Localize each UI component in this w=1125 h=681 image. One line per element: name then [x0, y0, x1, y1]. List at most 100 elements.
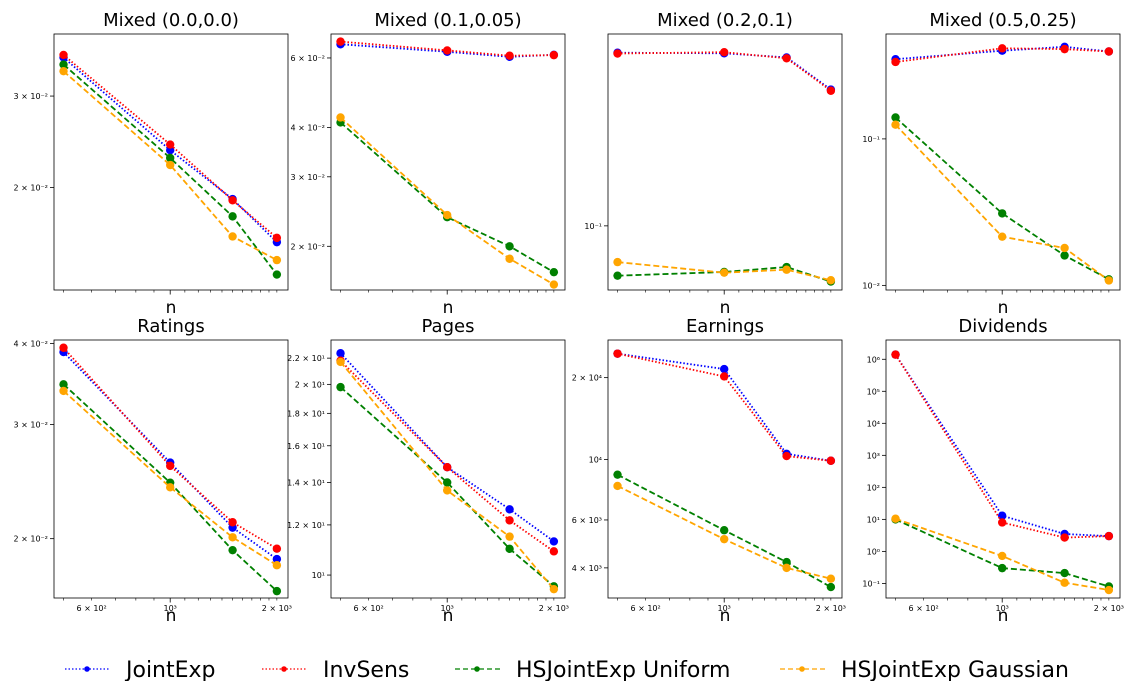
data-point	[719, 268, 729, 277]
y-tick-label: 10⁴	[867, 419, 880, 428]
series-line	[62, 390, 278, 566]
subplot-earnings: Earnings n 6 × 10² 10³ 2 × 10³ 2 × 10⁴ 10⁴ 6 × …	[572, 316, 846, 626]
y-tick-label: 10⁵	[867, 387, 880, 396]
data-point	[1104, 276, 1114, 285]
series-line	[617, 51, 832, 92]
data-point	[997, 44, 1007, 53]
data-point	[613, 481, 622, 491]
series-line	[340, 43, 554, 58]
subplot-title: Ratings	[137, 316, 204, 337]
data-point	[165, 140, 175, 149]
data-point	[442, 210, 452, 220]
y-tick-label: 3 × 10⁻²	[14, 421, 49, 430]
data-point	[59, 380, 68, 389]
series-line	[62, 54, 278, 239]
x-tick-label: 6 × 10²	[908, 604, 938, 613]
legend-item-invsens: InvSens	[262, 658, 409, 681]
y-tick-label: 10⁰	[867, 547, 880, 556]
x-tick-label: 6 × 10²	[353, 604, 383, 613]
y-tick-label: 4 × 10⁻²	[291, 123, 326, 132]
subplot-title: Mixed (0.1,0.05)	[374, 10, 521, 31]
x-axis-label: n	[166, 606, 177, 626]
series-line	[339, 386, 555, 587]
data-point	[782, 265, 791, 274]
plot-frame	[885, 339, 1121, 599]
y-tick-label: 10³	[867, 451, 880, 460]
series-jointexp	[613, 349, 836, 465]
data-point	[336, 113, 345, 122]
legend-label: JointExp	[124, 658, 216, 681]
data-point	[549, 50, 559, 60]
y-tick-label: 2 × 10⁻²	[14, 535, 49, 544]
legend-item-jointexp: JointExp	[65, 658, 216, 681]
series-hsjointexp-uniform	[59, 60, 282, 279]
series-line	[894, 124, 1110, 282]
data-point	[272, 561, 282, 570]
series-line	[894, 354, 1109, 537]
data-point	[442, 46, 452, 55]
x-tick-label: 10³	[164, 604, 177, 613]
subplot-dividends: Dividends n 6 × 10² 10³ 2 × 10³ 10⁶ 10⁵ 10⁴ 10³ 1…	[862, 316, 1124, 626]
legend-label: InvSens	[323, 658, 409, 681]
x-axis-label: n	[998, 298, 1009, 318]
data-point	[228, 533, 237, 542]
data-point	[782, 563, 791, 573]
data-point	[549, 584, 559, 594]
plot-frame	[607, 339, 843, 599]
data-point	[228, 196, 237, 205]
data-point	[505, 242, 514, 251]
data-point	[613, 271, 622, 280]
y-tick-label: 3 × 10⁻²	[14, 92, 49, 101]
data-point	[826, 276, 836, 285]
series-line	[340, 40, 554, 57]
x-axis-label: n	[998, 606, 1009, 626]
x-tick-label: 6 × 10²	[76, 604, 106, 613]
data-point	[59, 60, 68, 69]
legend-item-hsjointexp-gaussian: HSJointExp Gaussian	[780, 658, 1069, 681]
y-tick-label: 1.4 × 10¹	[287, 478, 325, 487]
x-tick-label: 6 × 10²	[630, 604, 660, 613]
data-point	[505, 544, 514, 554]
data-point	[997, 518, 1007, 527]
data-point	[1060, 533, 1069, 542]
data-point	[1104, 531, 1114, 541]
subplot-title: Dividends	[958, 316, 1047, 337]
legend-marker	[281, 666, 287, 672]
subplot-pages: Pages n 6 × 10² 10³ 2 × 10³ 2.2 × 10¹ 2 × 10¹ 1…	[287, 316, 569, 626]
data-point	[272, 586, 282, 596]
series-line	[895, 47, 1109, 63]
y-tick-label: 6 × 10³	[572, 516, 602, 525]
data-point	[719, 364, 729, 374]
data-point	[272, 270, 282, 279]
data-point	[549, 547, 559, 556]
legend: JointExp InvSens HSJointExp Uniform HSJoint…	[65, 658, 1069, 681]
data-point	[782, 451, 791, 461]
data-point	[997, 551, 1007, 561]
data-point	[272, 554, 282, 564]
plot-frame	[53, 33, 289, 291]
subplot-mixed-0-0-0-0: Mixed (0.0,0.0) n 3 × 10⁻² 2 × 10⁻²	[14, 10, 289, 318]
y-tick-label: 10⁶	[867, 355, 880, 364]
series-hsjointexp-uniform	[336, 118, 559, 277]
y-tick-label: 10¹	[312, 571, 325, 580]
plot-frame	[885, 33, 1121, 291]
y-tick-label: 2 × 10¹	[295, 380, 325, 389]
data-point	[826, 574, 836, 583]
series-hsjointexp-uniform	[891, 113, 1114, 284]
data-point	[165, 153, 175, 163]
data-point	[272, 255, 282, 265]
subplot-mixed-0-5-0-25: Mixed (0.5,0.25) n 10⁻¹ 10⁻²	[862, 10, 1121, 318]
data-point	[1060, 578, 1069, 587]
series-line	[339, 121, 555, 273]
data-point	[165, 461, 175, 471]
data-point	[613, 470, 622, 479]
series-line	[339, 352, 555, 543]
y-tick-label: 3 × 10⁻²	[291, 173, 326, 182]
series-line	[617, 485, 832, 580]
x-axis-label: n	[443, 298, 454, 318]
data-point	[891, 113, 900, 122]
series-hsjointexp-gaussian	[613, 481, 836, 583]
y-tick-label: 10⁻¹	[862, 579, 880, 588]
series-line	[62, 63, 278, 276]
data-point	[826, 456, 836, 465]
